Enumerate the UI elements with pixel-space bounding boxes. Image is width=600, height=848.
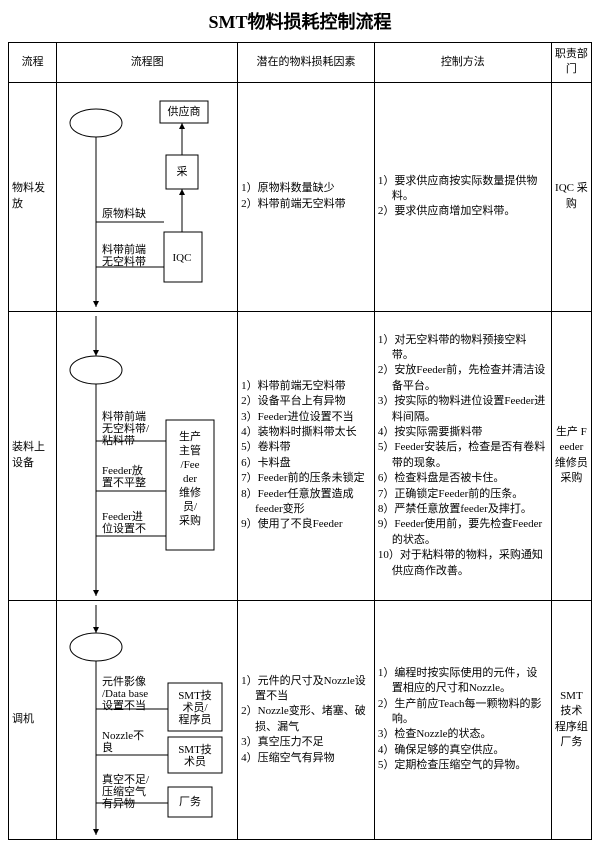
control-item: 6）检查料盘是否被卡住。	[378, 471, 548, 486]
col-dept: 职责部门	[551, 43, 591, 83]
edge-label: 设置不当	[102, 698, 146, 712]
flow-diagram-1: 供应商 采 IQC 原物料缺 料带前端 无空料带	[60, 87, 238, 307]
edge-label: 无空料带/	[102, 421, 150, 435]
factor-item: 7）Feeder前的压条未锁定	[241, 471, 371, 486]
control-item: 2）要求供应商增加空料带。	[378, 204, 548, 219]
control-item: 1）要求供应商按实际数量提供物料。	[378, 174, 548, 205]
edge-label: 置不平整	[102, 475, 146, 489]
factor-item: 2）设备平台上有异物	[241, 394, 371, 409]
controls-cell: 1）对无空料带的物料预接空料带。2）安放Feeder前，先检查并清洁设备平台。3…	[374, 311, 551, 600]
edge-label: 有异物	[102, 796, 135, 810]
col-process: 流程	[9, 43, 57, 83]
flowchart-cell: 供应商 采 IQC 原物料缺 料带前端 无空料带	[57, 82, 238, 311]
table-row: 物料发放 供应商 采	[9, 82, 592, 311]
dept-cell: SMT技术 程序组 厂务	[551, 600, 591, 839]
control-item: 5）Feeder安装后，检查是否有卷料带的现象。	[378, 440, 548, 471]
start-node	[70, 356, 122, 384]
col-flowchart: 流程图	[57, 43, 238, 83]
factors-cell: 1）元件的尺寸及Nozzle设置不当2）Nozzle变形、堵塞、破损、漏气3）真…	[238, 600, 375, 839]
factor-item: 4）压缩空气有异物	[241, 751, 371, 766]
edge-label: 压缩空气	[102, 784, 146, 798]
control-item: 2）生产前应Teach每一颗物料的影响。	[378, 697, 548, 728]
factor-item: 2）Nozzle变形、堵塞、破损、漏气	[241, 704, 371, 735]
box-label: 生产	[179, 429, 201, 443]
process-name: 物料发放	[9, 82, 57, 311]
flow-diagram-3: 元件影像 /Data base 设置不当 Nozzle不 良 真空不足/ 压缩空…	[60, 605, 238, 835]
box-label: 采	[177, 165, 188, 178]
edge-label: 真空不足/	[102, 772, 150, 786]
box-label: 程序员	[179, 712, 212, 726]
control-item: 10）对于粘料带的物料，采购通知供应商作改善。	[378, 548, 548, 579]
box-label: der	[183, 473, 197, 485]
factor-item: 1）原物料数量缺少	[241, 181, 371, 196]
edge-label: 良	[102, 740, 113, 754]
process-name: 调机	[9, 600, 57, 839]
controls-cell: 1）编程时按实际使用的元件，设置相应的尺寸和Nozzle。2）生产前应Teach…	[374, 600, 551, 839]
edge-label: 料带前端	[102, 242, 146, 256]
factor-item: 8）Feeder任意放置造成feeder变形	[241, 487, 371, 518]
edge-label: Feeder放	[102, 463, 143, 477]
process-name: 装料上设备	[9, 311, 57, 600]
control-item: 2）安放Feeder前，先检查并清洁设备平台。	[378, 363, 548, 394]
control-item: 5）定期检查压缩空气的异物。	[378, 758, 548, 773]
control-item: 3）检查Nozzle的状态。	[378, 727, 548, 742]
control-item: 1）编程时按实际使用的元件，设置相应的尺寸和Nozzle。	[378, 666, 548, 697]
start-node	[70, 109, 122, 137]
edge-label: 位设置不	[102, 521, 146, 535]
box-label: SMT技	[178, 689, 212, 702]
factor-item: 1）元件的尺寸及Nozzle设置不当	[241, 674, 371, 705]
control-item: 3）按实际的物料进位设置Feeder进料间隔。	[378, 394, 548, 425]
box-label: 术员	[184, 755, 206, 768]
table-row: 装料上设备 料带前端 无空料带/ 粘料带	[9, 311, 592, 600]
box-label: 员/	[183, 500, 198, 513]
box-label: SMT技	[178, 743, 212, 756]
control-item: 8）严禁任意放置feeder及摔打。	[378, 502, 548, 517]
header-row: 流程 流程图 潜在的物料损耗因素 控制方法 职责部门	[9, 43, 592, 83]
edge-label: Nozzle不	[102, 730, 144, 742]
flowchart-cell: 料带前端 无空料带/ 粘料带 Feeder放 置不平整 Feeder进 位设置不…	[57, 311, 238, 600]
box-label: 供应商	[168, 104, 201, 118]
box-label: 主管	[179, 443, 201, 457]
start-node	[70, 633, 122, 661]
factor-item: 4）装物料时撕料带太长	[241, 425, 371, 440]
box-label: IQC	[173, 252, 192, 264]
factor-item: 1）料带前端无空料带	[241, 379, 371, 394]
box-label: /Fee	[181, 459, 200, 471]
controls-cell: 1）要求供应商按实际数量提供物料。 2）要求供应商增加空料带。	[374, 82, 551, 311]
edge-label: /Data base	[102, 688, 148, 700]
factor-item: 9）使用了不良Feeder	[241, 517, 371, 532]
flowchart-cell: 元件影像 /Data base 设置不当 Nozzle不 良 真空不足/ 压缩空…	[57, 600, 238, 839]
control-item: 9）Feeder使用前，要先检查Feeder的状态。	[378, 517, 548, 548]
edge-label: 元件影像	[102, 675, 146, 688]
factor-item: 3）真空压力不足	[241, 735, 371, 750]
control-item: 4）按实际需要撕料带	[378, 425, 548, 440]
box-label: 厂务	[179, 795, 201, 808]
control-item: 1）对无空料带的物料预接空料带。	[378, 333, 548, 364]
control-item: 4）确保足够的真空供应。	[378, 743, 548, 758]
factor-item: 5）卷料带	[241, 440, 371, 455]
edge-label: 原物料缺	[102, 206, 146, 220]
factor-item: 3）Feeder进位设置不当	[241, 410, 371, 425]
box-label: 采购	[179, 513, 201, 527]
page-title: SMT物料损耗控制流程	[8, 8, 592, 34]
dept-cell: 生产 Feeder维修员 采购	[551, 311, 591, 600]
factor-item: 6）卡料盘	[241, 456, 371, 471]
edge-label: 粘料带	[102, 433, 135, 447]
col-factors: 潜在的物料损耗因素	[238, 43, 375, 83]
edge-label: 料带前端	[102, 409, 146, 423]
box-label: 术员/	[183, 701, 209, 714]
edge-label: Feeder进	[102, 510, 143, 523]
table-row: 调机 元件影像 /Data	[9, 600, 592, 839]
edge-label: 无空料带	[102, 254, 146, 268]
col-controls: 控制方法	[374, 43, 551, 83]
flow-diagram-2: 料带前端 无空料带/ 粘料带 Feeder放 置不平整 Feeder进 位设置不…	[60, 316, 238, 596]
factors-cell: 1）原物料数量缺少 2）料带前端无空料带	[238, 82, 375, 311]
factor-item: 2）料带前端无空料带	[241, 197, 371, 212]
box-label: 维修	[179, 485, 201, 499]
factors-cell: 1）料带前端无空料带2）设备平台上有异物3）Feeder进位设置不当4）装物料时…	[238, 311, 375, 600]
control-item: 7）正确锁定Feeder前的压条。	[378, 487, 548, 502]
dept-cell: IQC 采购	[551, 82, 591, 311]
process-table: 流程 流程图 潜在的物料损耗因素 控制方法 职责部门 物料发放	[8, 42, 592, 840]
